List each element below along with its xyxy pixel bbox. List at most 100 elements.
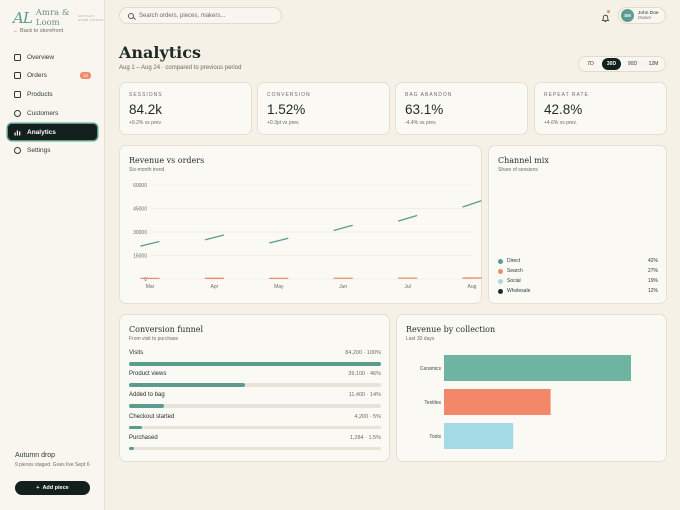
sidebar-item-analytics[interactable]: Analytics [8,124,97,141]
card-title: Revenue vs orders [129,156,205,165]
funnel-bar-fill [129,383,245,387]
legend-dot [498,278,503,284]
sidebar-item-overview[interactable]: Overview [8,49,97,65]
collection-bar [444,389,551,415]
collection-chart-card: Revenue by collection Last 30 days Ceram… [396,314,667,462]
card-subtitle: Six-month trend [129,167,165,173]
user-menu[interactable]: SM John Doe Owner [618,7,666,24]
box-icon [14,91,21,99]
kpi-label: SESSIONS [129,92,163,98]
page-subtitle: Aug 1 – Aug 24 · compared to previous pe… [119,65,242,71]
sidebar-item-label: Overview [27,53,55,61]
y-tick-label: 15000 [133,253,147,259]
inbox-icon [14,72,21,80]
funnel-step-label: Checkout started [129,413,175,420]
x-tick-label: Mar [146,284,155,290]
funnel-steps: Visits 84,200 · 100% Product views 39,100 ·… [129,350,381,456]
gear-icon [14,147,21,155]
range-30d[interactable]: 30D [602,58,621,70]
legend-dot [498,268,503,274]
search-icon [128,12,134,19]
search-placeholder: Search orders, pieces, makers... [139,12,226,19]
funnel-step: Checkout started 4,200 · 5% [129,414,381,435]
sidebar-item-label: Settings [27,147,51,155]
legend-value: 12% [647,288,658,294]
kpi-card-sessions: SESSIONS 84.2k +9.2% vs prev. [119,82,252,135]
series-segment [333,224,353,232]
sidebar-item-orders[interactable]: Orders 12 [8,68,97,84]
range-12m[interactable]: 12M [648,61,659,67]
autumn-drop-desc: 9 pieces staged. Goes live Sept 6 [15,462,90,468]
funnel-bar-track [129,446,381,451]
funnel-step-value: 84,200 · 100% [345,350,381,356]
legend-row: Social 19% [498,276,658,286]
notifications-button[interactable] [601,10,610,23]
sidebar-item-customers[interactable]: Customers [8,105,97,121]
legend-value: 42% [647,258,658,264]
range-90d[interactable]: 90D [627,61,638,67]
kpi-delta: -4.4% vs prev. [405,120,437,126]
notification-dot [607,10,610,13]
legend-label: Wholesale [507,288,531,294]
legend-label: Social [507,278,521,284]
kpi-card-repeat-rate: REPEAT RATE 42.8% +4.6% vs prev. [534,82,667,135]
funnel-bar-fill [129,446,135,451]
x-tick-label: Apr [211,284,219,290]
funnel-step-label: Visits [129,350,144,356]
series-segment [140,241,160,247]
kpi-delta: +9.2% vs prev. [129,120,162,126]
kpi-delta: +0.3pt vs prev. [267,120,300,126]
plus-icon: + [36,485,40,491]
y-tick-label: 0 [144,277,147,283]
sidebar: AL Amra & Loom ARTISAN HOME GOODS ← Back… [0,0,105,510]
funnel-step-value: 11,400 · 14% [348,392,381,399]
funnel-bar-fill [129,404,165,408]
range-7d[interactable]: 7D [587,61,594,67]
legend-label: Search [507,268,523,274]
funnel-step: Visits 84,200 · 100% [129,350,381,371]
channel-legend: Direct 42% Search 27% Social 19% Wholesale 12% [498,256,658,296]
funnel-step-header: Purchased 1,284 · 1.5% [129,435,381,441]
series-segment [462,200,482,208]
y-tick-label: 60000 [133,183,147,189]
channel-mix-card: Channel mix Share of sessions Direct 42% S… [488,145,667,304]
y-tick-label: 45000 [133,206,147,212]
kpi-value: 42.8% [544,102,583,117]
sidebar-item-settings[interactable]: Settings [8,143,97,159]
grid-icon [14,53,21,61]
sidebar-nav: Overview Orders 12 Products Customers An… [8,49,97,162]
legend-dot [498,288,503,294]
legend-label: Direct [507,258,521,264]
bell-icon [601,14,610,23]
funnel-step-header: Checkout started 4,200 · 5% [129,414,381,420]
kpi-label: BAG ABANDON [405,92,453,98]
legend-row: Wholesale 12% [498,286,658,296]
date-range-toggle: 7D 30D 90D 12M [578,56,666,72]
funnel-step-header: Added to bag 11,400 · 14% [129,392,381,398]
category-label: Tools [429,434,441,440]
orders-count-badge: 12 [79,71,91,79]
legend-value: 19% [647,278,658,284]
legend-dot [498,258,503,264]
search-input[interactable]: Search orders, pieces, makers... [119,7,282,24]
user-role: Owner [638,14,652,20]
sidebar-item-products[interactable]: Products [8,87,97,103]
brand-logo[interactable]: AL Amra & Loom ARTISAN HOME GOODS [13,8,104,28]
x-tick-label: Jun [339,284,347,290]
card-subtitle: From visit to purchase [129,336,179,342]
card-subtitle: Last 30 days [406,336,435,342]
card-title: Channel mix [498,156,549,165]
legend-row: Search 27% [498,266,658,276]
sidebar-item-label: Analytics [27,128,56,136]
page-title: Analytics [119,43,202,62]
x-tick-label: Jul [404,284,410,290]
kpi-label: CONVERSION [267,92,311,98]
legend-row: Direct 42% [498,256,658,266]
funnel-bar-track [129,404,381,408]
back-to-storefront-link[interactable]: ← Back to storefront [13,28,64,34]
y-tick-label: 30000 [133,230,147,236]
funnel-bar-track [129,383,381,387]
add-piece-button[interactable]: + Add piece [15,481,90,495]
user-info: John Doe Owner [638,11,659,21]
